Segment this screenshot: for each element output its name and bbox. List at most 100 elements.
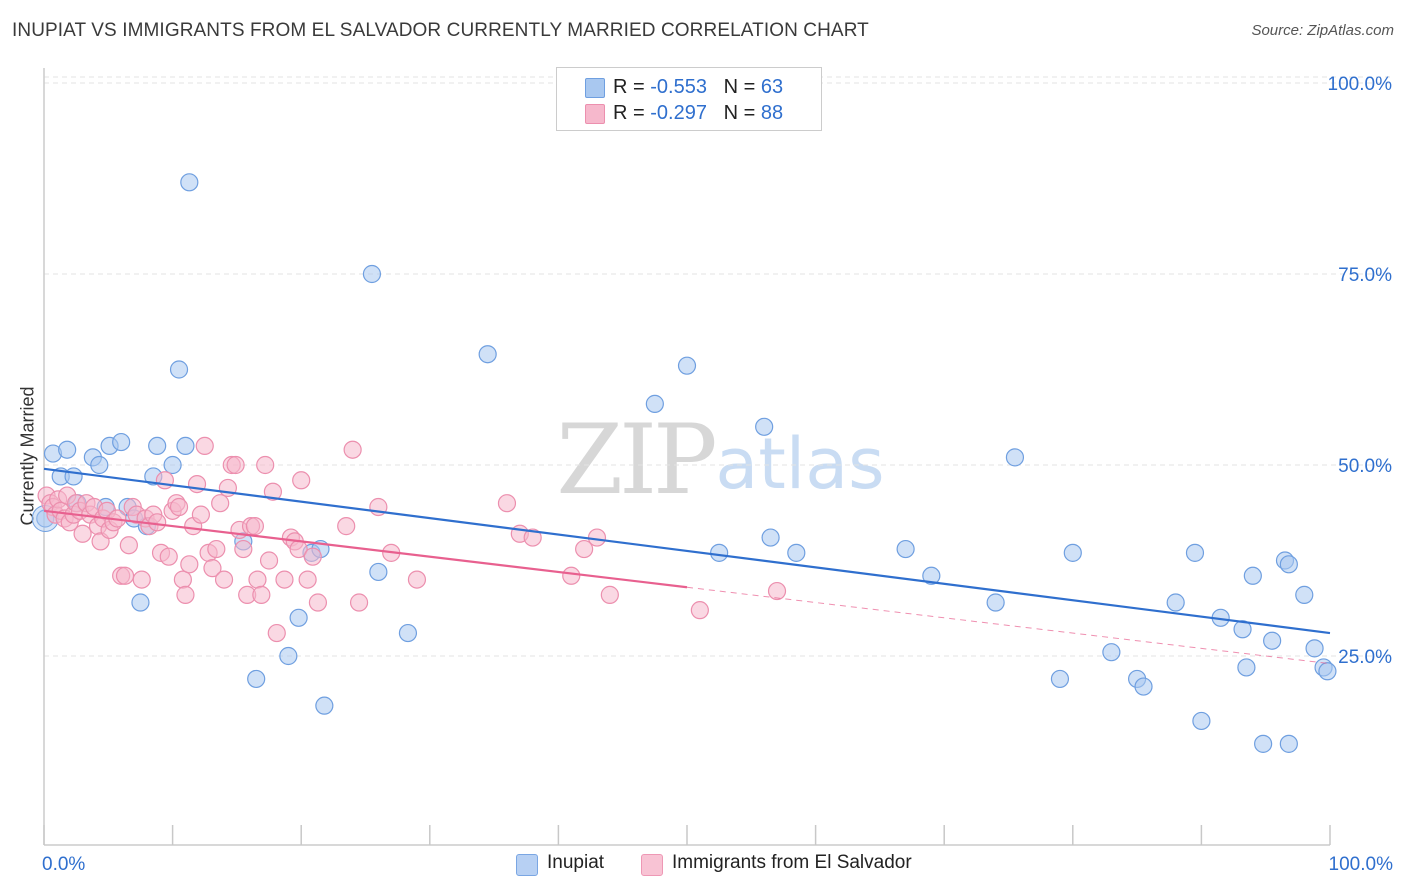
data-point-inupiat: [1279, 734, 1298, 753]
y-tick-label: 75.0%: [1338, 265, 1392, 286]
data-point-el-salvador: [226, 455, 245, 475]
data-point-inupiat: [645, 394, 664, 413]
data-point-el-salvador: [523, 528, 542, 547]
trend-line-el-salvador-extension: [686, 586, 1331, 665]
data-point-inupiat: [761, 528, 780, 547]
watermark-atlas: atlas: [715, 423, 884, 505]
data-point-el-salvador: [600, 585, 619, 604]
legend-swatch-el-salvador: [641, 854, 663, 876]
data-point-inupiat: [1063, 543, 1082, 562]
legend-label-inupiat: Inupiat: [547, 852, 605, 873]
axes: [43, 68, 1331, 846]
trend-lines: [43, 467, 1331, 665]
data-point-inupiat: [755, 417, 774, 436]
y-tick-label: 100.0%: [1328, 74, 1393, 95]
data-point-el-salvador: [562, 566, 581, 585]
data-point-inupiat: [1050, 669, 1070, 689]
data-point-inupiat: [362, 264, 382, 284]
data-point-inupiat: [247, 669, 266, 689]
x-tick-label: 100.0%: [1329, 854, 1394, 875]
n-label: N =: [723, 76, 756, 98]
data-point-el-salvador: [267, 623, 286, 643]
n-value: 63: [760, 76, 784, 98]
r-value: -0.297: [650, 102, 707, 124]
r-value: -0.553: [650, 76, 707, 98]
data-point-el-salvador: [211, 494, 230, 513]
tick-labels: 25.0% 50.0% 75.0% 100.0% 0.0% 100.0%: [42, 74, 1393, 875]
watermark-zip: ZIP: [556, 404, 715, 516]
data-point-inupiat: [1192, 711, 1211, 731]
data-point-inupiat: [1318, 662, 1337, 681]
data-point-inupiat: [710, 543, 729, 562]
n-value: 88: [760, 102, 784, 124]
data-point-el-salvador: [195, 436, 214, 455]
data-point-inupiat: [58, 440, 77, 459]
data-point-el-salvador: [337, 517, 356, 536]
data-point-el-salvador: [308, 593, 328, 612]
data-point-inupiat: [1102, 643, 1121, 662]
r-label: R =: [613, 76, 645, 98]
data-point-inupiat: [1295, 585, 1314, 604]
data-point-el-salvador: [292, 471, 311, 490]
data-point-inupiat: [398, 623, 418, 643]
legend-swatch-inupiat: [585, 78, 605, 98]
data-point-inupiat: [1263, 631, 1282, 650]
data-point-inupiat: [1237, 658, 1256, 677]
data-point-inupiat: [787, 543, 806, 562]
stats-legend: R = -0.553 N = 63 R = -0.297 N = 88: [556, 67, 822, 131]
data-point-inupiat: [1134, 677, 1153, 696]
data-point-inupiat: [922, 566, 941, 585]
data-point-el-salvador: [119, 536, 138, 555]
data-point-el-salvador: [275, 570, 294, 589]
data-point-el-salvador: [155, 471, 174, 490]
data-point-el-salvador: [303, 547, 322, 566]
data-point-inupiat: [90, 455, 109, 475]
data-point-inupiat: [1243, 566, 1262, 585]
data-point-el-salvador: [173, 570, 192, 589]
data-point-el-salvador: [214, 570, 234, 589]
data-point-inupiat: [478, 345, 497, 364]
data-point-el-salvador: [207, 539, 226, 559]
data-point-inupiat: [1305, 639, 1324, 658]
data-point-inupiat: [1166, 593, 1185, 612]
data-point-inupiat: [180, 173, 199, 192]
data-point-el-salvador: [263, 482, 283, 501]
data-point-el-salvador: [343, 440, 362, 459]
data-point-el-salvador: [169, 497, 189, 517]
legend-label-el-salvador: Immigrants from El Salvador: [672, 852, 912, 873]
trend-line-inupiat: [43, 467, 1331, 635]
r-label: R =: [613, 102, 645, 124]
data-point-inupiat: [677, 356, 697, 375]
data-point-el-salvador: [203, 559, 222, 578]
data-point-el-salvador: [248, 570, 267, 589]
data-point-el-salvador: [298, 570, 317, 589]
gridlines: [44, 76, 1392, 657]
data-point-el-salvador: [148, 513, 167, 532]
chart-title: INUPIAT VS IMMIGRANTS FROM EL SALVADOR C…: [12, 20, 869, 41]
series-inupiat: [31, 173, 1337, 753]
y-tick-label: 25.0%: [1338, 647, 1392, 668]
legend-swatch-el-salvador: [585, 104, 605, 124]
data-point-el-salvador: [132, 570, 151, 589]
data-point-inupiat: [896, 539, 915, 559]
trend-line-el-salvador: [43, 509, 688, 589]
data-point-inupiat: [289, 608, 308, 627]
data-point-el-salvador: [252, 585, 271, 604]
data-point-el-salvador: [407, 570, 427, 589]
data-point-inupiat: [163, 455, 182, 475]
data-point-el-salvador: [115, 566, 135, 585]
data-point-el-salvador: [767, 581, 787, 601]
data-point-inupiat: [131, 593, 150, 612]
data-point-el-salvador: [73, 524, 92, 543]
data-point-inupiat: [112, 432, 131, 452]
data-point-inupiat: [1279, 555, 1298, 574]
data-point-inupiat: [1185, 543, 1205, 562]
data-point-inupiat: [1233, 620, 1252, 639]
legend-swatch-inupiat: [516, 854, 538, 876]
data-point-el-salvador: [497, 494, 517, 513]
data-point-el-salvador: [180, 555, 199, 574]
data-point-inupiat: [148, 436, 167, 455]
data-point-el-salvador: [191, 505, 210, 524]
y-tick-label: 50.0%: [1338, 456, 1392, 477]
